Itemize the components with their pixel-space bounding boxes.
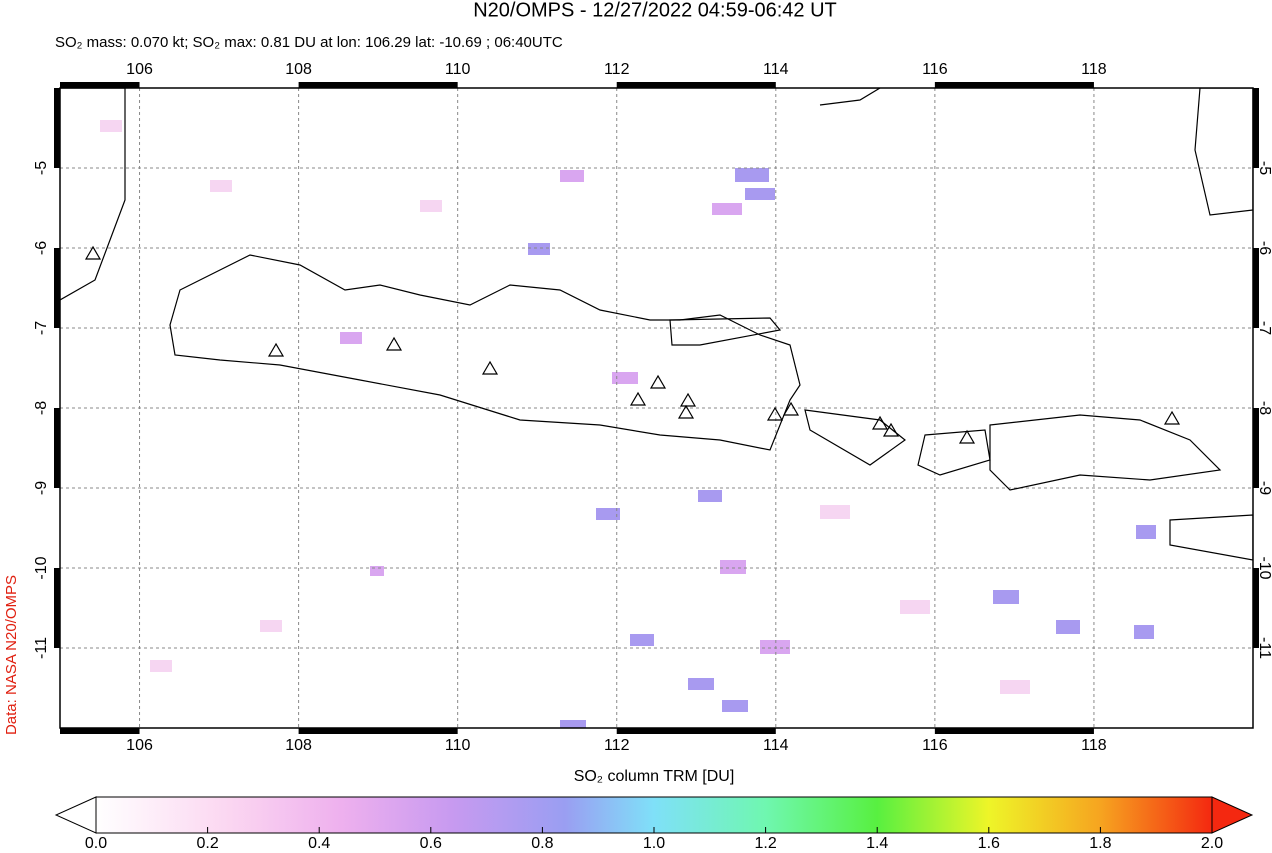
frame-band (54, 88, 60, 168)
colorbar-tick-label: 0.0 (85, 835, 107, 852)
frame-band (54, 248, 60, 328)
frame-band (1253, 88, 1259, 168)
frame-band (934, 82, 1094, 88)
frame-band (298, 82, 458, 88)
y-tick-label: -8 (1256, 401, 1272, 415)
y-tick-label: -9 (33, 481, 50, 495)
colorbar-min-arrow (54, 796, 97, 834)
colorbar-tick-label: 1.4 (866, 835, 888, 852)
x-tick-label: 106 (126, 61, 153, 78)
y-tick-label: -5 (1256, 161, 1272, 175)
colorbar-tick-label: 0.4 (308, 835, 330, 852)
y-tick-label: -8 (33, 401, 50, 415)
y-tick-label: -11 (1256, 637, 1272, 659)
x-tick-label: 116 (922, 737, 948, 754)
map-area (60, 88, 1253, 728)
frame-band (54, 408, 60, 488)
x-tick-label: 114 (763, 737, 789, 754)
colorbar-tick-label: 1.8 (1089, 835, 1111, 852)
x-tick-label: 112 (604, 737, 630, 754)
volcanoes (84, 245, 1181, 444)
frame-band (60, 728, 140, 734)
y-tick-label: -10 (1256, 556, 1272, 579)
title: N20/OMPS - 12/27/2022 04:59-06:42 UT (473, 0, 837, 21)
frame-band (1253, 248, 1259, 328)
x-tick-label: 112 (604, 61, 630, 78)
y-tick-label: -6 (33, 241, 50, 255)
frame-band (60, 82, 140, 88)
x-tick-label: 118 (1081, 737, 1107, 754)
credit: Data: NASA N20/OMPS (3, 575, 20, 735)
frame-band (616, 728, 776, 734)
so2-pixels (100, 120, 1156, 728)
x-tick-label: 110 (445, 737, 471, 754)
colorbar-tick-label: 0.6 (420, 835, 442, 852)
coastlines (60, 88, 1253, 561)
frame-band (1253, 408, 1259, 488)
y-tick-label: -10 (33, 556, 50, 579)
x-tick-label: 108 (285, 737, 312, 754)
frame-band (298, 728, 458, 734)
colorbar-tick-label: 0.2 (196, 835, 218, 852)
colorbar-tick-label: 1.0 (643, 835, 665, 852)
frame-band (1253, 568, 1259, 648)
subtitle: SO₂ mass: 0.070 kt; SO₂ max: 0.81 DU at … (55, 34, 563, 51)
x-tick-label: 116 (922, 61, 948, 78)
x-tick-label: 106 (126, 737, 153, 754)
frame-band (616, 82, 776, 88)
x-tick-label: 110 (445, 61, 471, 78)
colorbar-tick-label: 1.6 (978, 835, 1000, 852)
y-tick-label: -5 (33, 161, 50, 175)
y-tick-label: -7 (1256, 321, 1272, 335)
colorbar-max-arrow (1211, 796, 1254, 834)
y-tick-label: -9 (1256, 481, 1272, 495)
colorbar-label: SO₂ column TRM [DU] (574, 768, 735, 785)
x-tick-label: 118 (1081, 61, 1107, 78)
frame-band (54, 568, 60, 648)
x-tick-label: 108 (285, 61, 312, 78)
colorbar-tick-label: 2.0 (1201, 835, 1223, 852)
y-tick-label: -11 (33, 637, 50, 659)
y-tick-label: -6 (1256, 241, 1272, 255)
y-tick-label: -7 (33, 321, 50, 335)
colorbar-tick-label: 0.8 (531, 835, 553, 852)
x-tick-label: 114 (763, 61, 789, 78)
frame-band (934, 728, 1094, 734)
colorbar-tick-label: 1.2 (754, 835, 776, 852)
